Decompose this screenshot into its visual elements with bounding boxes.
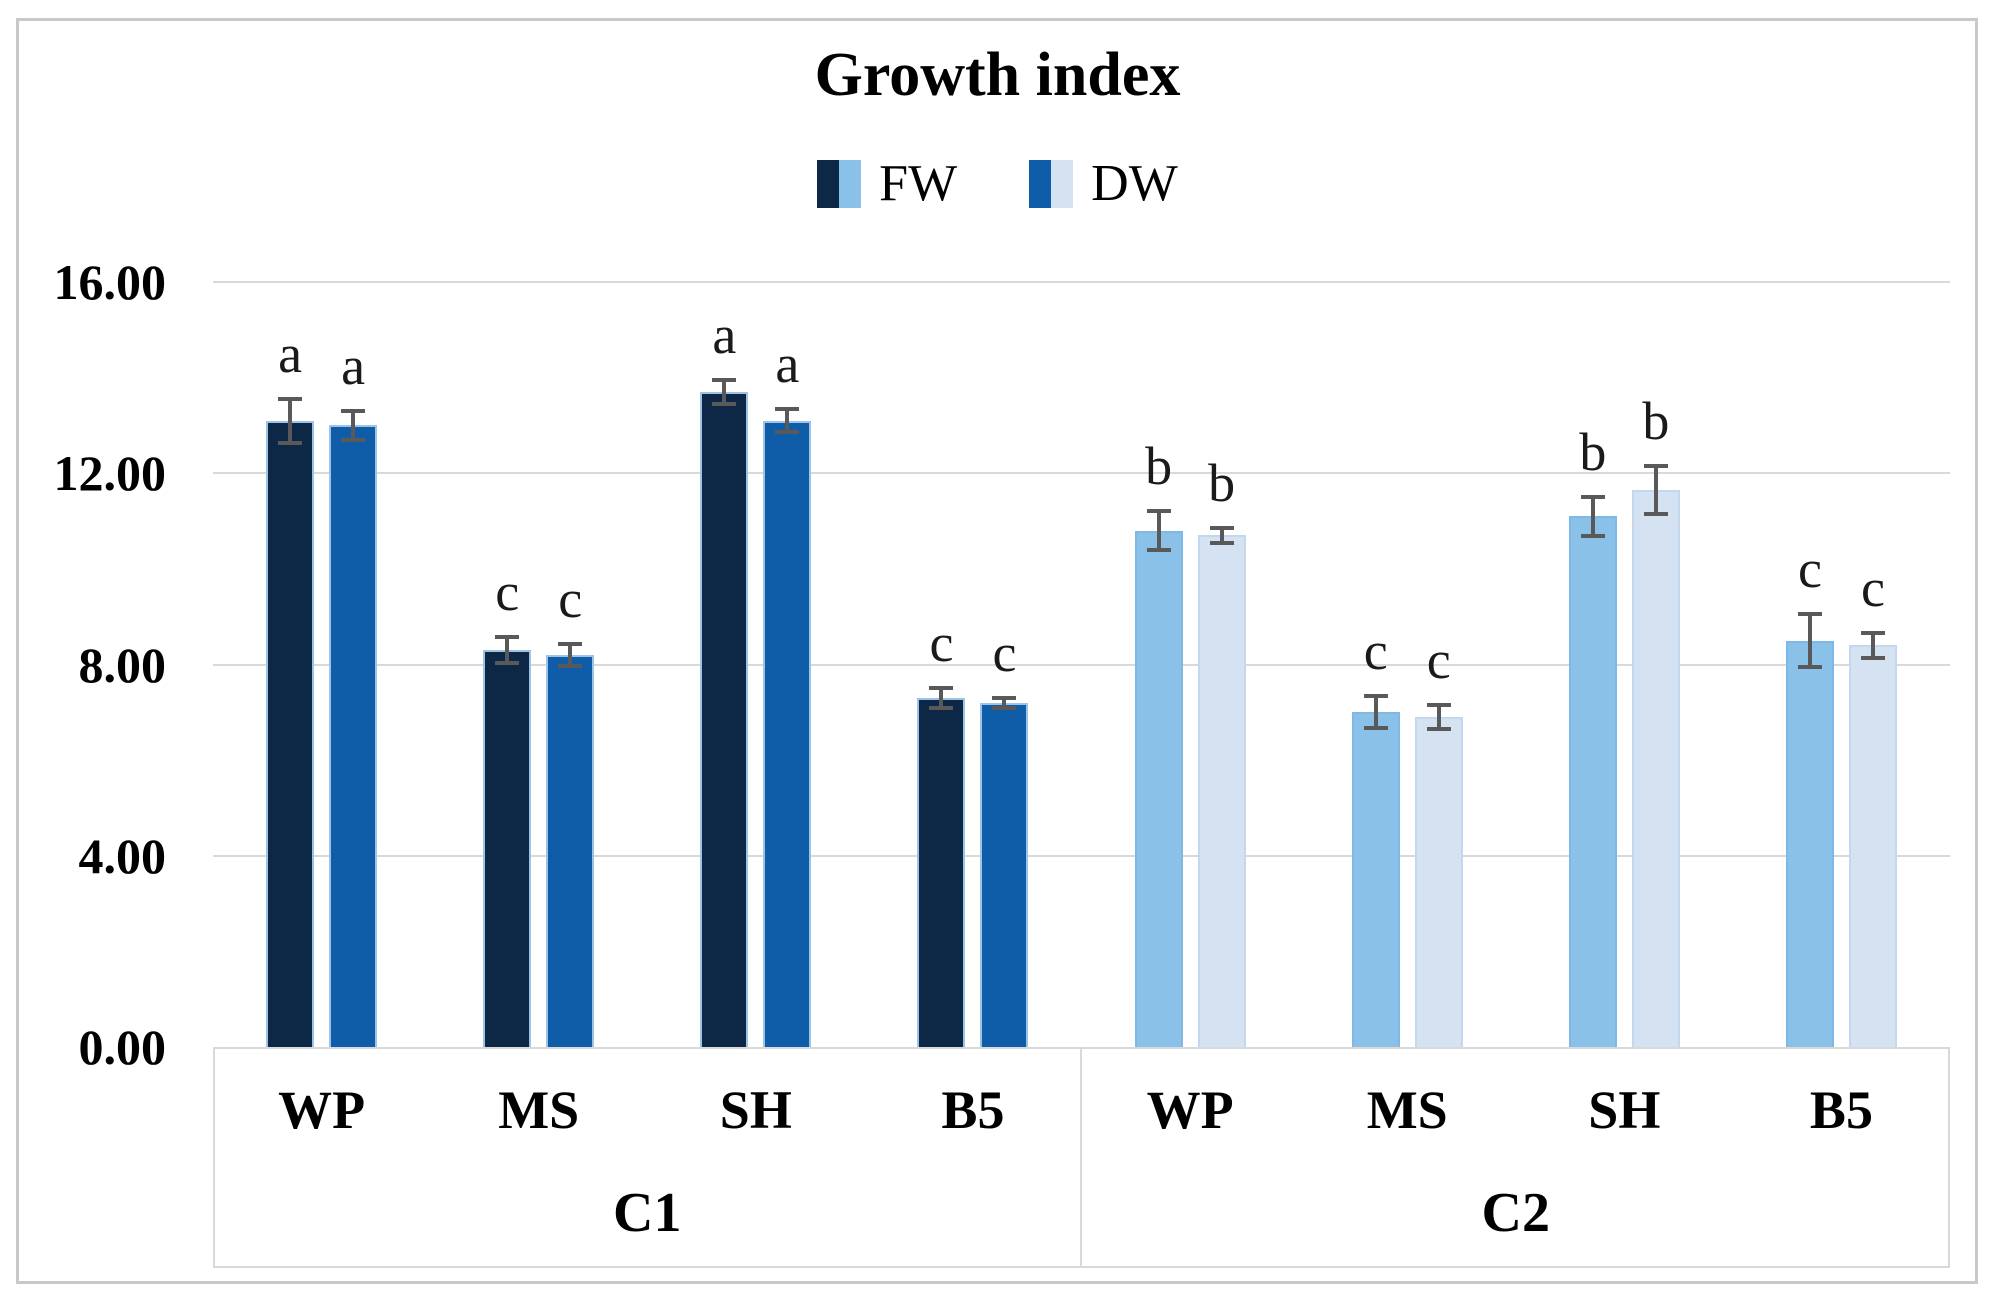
error-bar-C2-SH-FW	[1580, 494, 1605, 538]
sig-letter-C2-WP-DW: b	[1208, 452, 1236, 513]
error-bar-stem	[1219, 525, 1224, 545]
error-bar-C1-SH-DW	[775, 407, 800, 435]
error-bar-stem	[568, 641, 573, 669]
sig-letter-C2-B5-FW: c	[1797, 538, 1822, 599]
bar-C1-SH-DW	[763, 420, 812, 1047]
category-label-C1-SH: SH	[719, 1080, 792, 1140]
sig-letter-C1-WP-DW: a	[341, 335, 366, 396]
legend-swatch-dw-c1	[1029, 160, 1052, 208]
y-tick-label-0: 0.00	[78, 1019, 167, 1075]
bar-C1-WP-FW	[266, 420, 315, 1047]
sig-letter-C1-B5-DW: c	[992, 622, 1017, 683]
error-bar-stem	[722, 377, 727, 407]
gridline-4	[213, 854, 1950, 857]
legend-swatch-fw-c1	[817, 160, 840, 208]
error-bar-C1-B5-DW	[992, 695, 1017, 710]
legend-label-dw: DW	[1091, 155, 1178, 212]
bar-C1-SH-FW	[700, 391, 749, 1047]
error-bar-C2-B5-FW	[1797, 611, 1822, 670]
bar-C1-MS-DW	[546, 654, 595, 1047]
sig-letter-C1-MS-DW: c	[558, 568, 583, 629]
sig-letter-C1-MS-FW: c	[495, 561, 520, 622]
category-label-C1-WP: WP	[278, 1080, 366, 1140]
error-bar-C2-MS-FW	[1363, 694, 1388, 731]
error-bar-stem	[1590, 494, 1595, 538]
error-bar-C2-MS-DW	[1426, 702, 1451, 732]
error-bar-C1-B5-FW	[929, 686, 954, 710]
legend-swatch-dw-c2	[1051, 160, 1074, 208]
error-bar-stem	[505, 634, 510, 666]
gridline-8	[213, 663, 1950, 666]
error-bar-C1-SH-FW	[712, 377, 737, 407]
error-bar-stem	[1436, 702, 1441, 732]
legend-item-dw: DW	[1029, 156, 1178, 212]
category-label-C1-MS: MS	[498, 1080, 580, 1140]
legend-swatch-fw-icon	[817, 160, 862, 208]
error-bar-stem	[1002, 695, 1007, 710]
error-bar-C1-WP-DW	[341, 408, 366, 443]
group-label-C1: C1	[613, 1182, 682, 1244]
error-bar-stem	[1870, 631, 1875, 660]
bar-C2-SH-FW	[1568, 516, 1617, 1047]
category-label-C1-B5: B5	[941, 1080, 1005, 1140]
error-bar-stem	[1807, 611, 1812, 670]
gridline-16	[213, 281, 1950, 283]
gridline-12	[213, 472, 1950, 475]
error-bar-C1-MS-FW	[495, 634, 520, 666]
y-tick-label-8: 8.00	[78, 636, 167, 693]
error-bar-C1-WP-FW	[278, 396, 303, 445]
error-bar-C1-MS-DW	[558, 641, 583, 669]
y-tick-label-16: 16.00	[53, 254, 167, 310]
error-bar-C2-SH-DW	[1643, 463, 1668, 517]
sig-letter-C1-B5-FW: c	[929, 613, 954, 674]
error-bar-stem	[288, 396, 293, 445]
sig-letter-C2-MS-DW: c	[1426, 629, 1451, 690]
y-tick-label-12: 12.00	[53, 445, 167, 502]
bar-C1-WP-DW	[329, 425, 378, 1047]
category-label-C2-B5: B5	[1809, 1080, 1873, 1140]
category-label-C2-MS: MS	[1366, 1080, 1448, 1140]
category-label-C2-WP: WP	[1146, 1080, 1234, 1140]
bar-C2-B5-FW	[1785, 640, 1834, 1047]
sig-letter-C1-SH-FW: a	[712, 304, 737, 365]
legend-item-fw: FW	[817, 156, 957, 212]
sig-letter-C1-WP-FW: a	[278, 323, 303, 384]
error-bar-stem	[1653, 463, 1658, 517]
bar-C2-MS-DW	[1414, 717, 1463, 1047]
sig-letter-C2-SH-FW: b	[1579, 421, 1607, 482]
error-bar-stem	[351, 408, 356, 443]
sig-letter-C2-MS-FW: c	[1363, 621, 1388, 682]
axis-table-box-C2	[1079, 1047, 1950, 1268]
error-bar-stem	[1373, 694, 1378, 731]
legend-swatch-fw-c2	[839, 160, 862, 208]
bar-C2-B5-DW	[1848, 645, 1897, 1047]
error-bar-stem	[1156, 509, 1161, 553]
error-bar-stem	[939, 686, 944, 710]
y-tick-label-4: 4.00	[78, 827, 167, 884]
sig-letter-C2-SH-DW: b	[1642, 390, 1670, 451]
category-label-C2-SH: SH	[1588, 1080, 1661, 1140]
group-label-C2: C2	[1481, 1182, 1550, 1244]
chart-legend: FW DW	[0, 152, 1995, 216]
bar-C1-B5-FW	[917, 697, 966, 1047]
error-bar-C2-B5-DW	[1860, 631, 1885, 660]
sig-letter-C1-SH-DW: a	[775, 334, 800, 395]
bar-C2-SH-DW	[1631, 489, 1680, 1047]
error-bar-C2-WP-FW	[1146, 509, 1171, 553]
sig-letter-C2-WP-FW: b	[1145, 436, 1173, 497]
error-bar-C2-WP-DW	[1209, 525, 1234, 545]
chart-title: Growth index	[814, 41, 1181, 109]
legend-label-fw: FW	[879, 155, 958, 212]
bar-C2-MS-FW	[1351, 712, 1400, 1047]
bar-C2-WP-FW	[1134, 530, 1183, 1047]
error-bar-stem	[785, 407, 790, 435]
legend-swatch-dw-icon	[1029, 160, 1074, 208]
sig-letter-C2-B5-DW: c	[1860, 558, 1885, 619]
bar-C2-WP-DW	[1197, 535, 1246, 1047]
bar-C1-B5-DW	[980, 702, 1029, 1047]
bar-C1-MS-FW	[483, 650, 532, 1047]
